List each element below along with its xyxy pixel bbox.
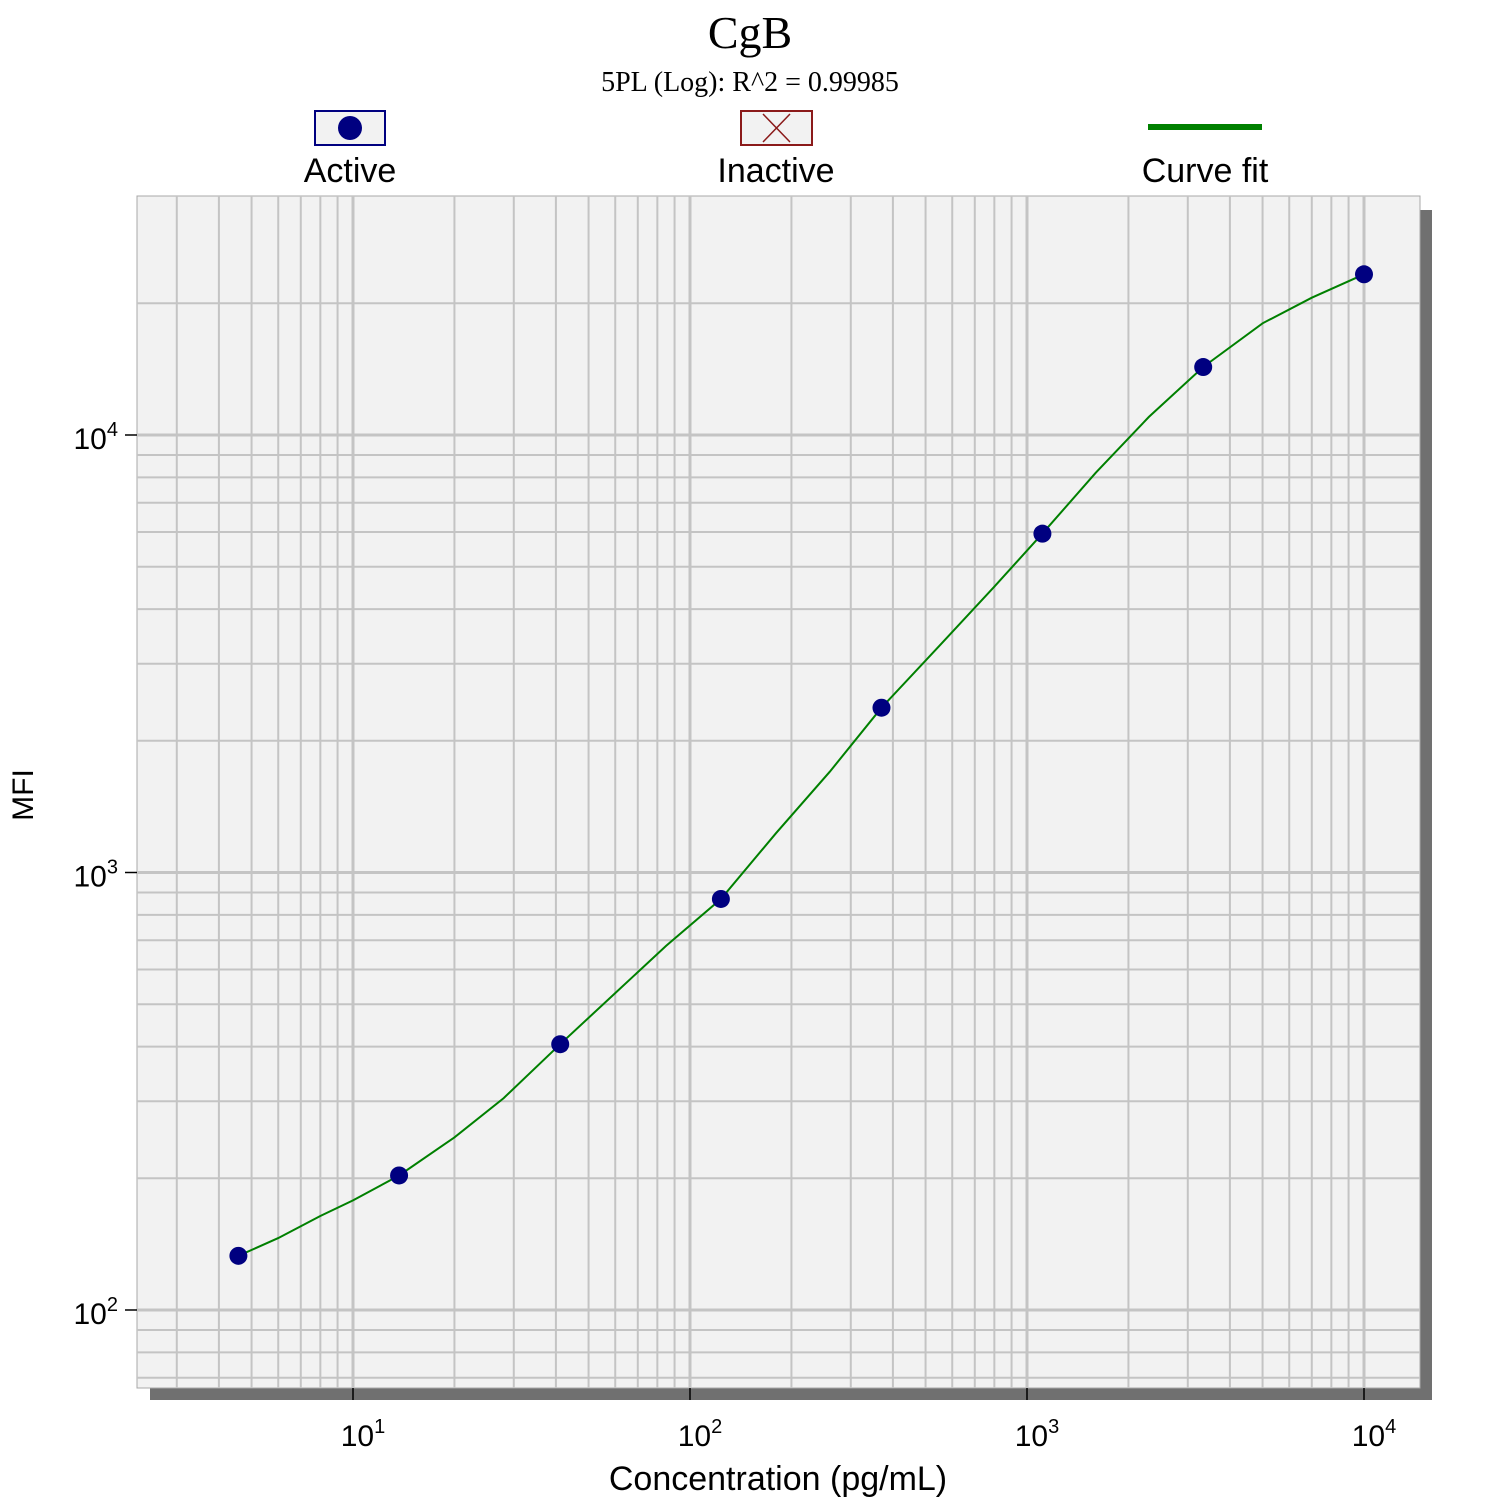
legend-inactive-x-mark-2 [762,113,791,143]
x-tick-label: 103 [1015,1416,1060,1453]
legend-active-label: Active [304,152,397,190]
x-tick-labels: 101 102 103 104 [341,1416,1397,1453]
curve-fit-layer [237,273,1365,1257]
chart-title: CgB [708,7,792,58]
legend-item-curve-fit: Curve fit [1142,124,1269,190]
data-point [1033,524,1052,543]
y-tick-label: 104 [74,419,119,456]
data-point [711,889,730,908]
data-point [1355,265,1373,284]
data-point [551,1035,570,1054]
data-point [1194,358,1213,377]
legend-active-marker [338,116,362,140]
y-axis-label: MFI [7,769,40,821]
legend-curve-fit-label: Curve fit [1142,152,1269,190]
x-axis-label: Concentration (pg/mL) [609,1460,947,1498]
y-tick-label: 103 [74,857,119,894]
legend-item-active: Active [304,110,397,190]
points-layer [229,265,1373,1265]
chart-subtitle: 5PL (Log): R^2 = 0.99985 [601,67,899,98]
plot-area [136,195,1421,1389]
curve-fit-line [237,273,1365,1257]
legend: Active Inactive Curve fit [304,110,1269,190]
x-tick-label: 101 [341,1416,386,1453]
data-point [390,1166,409,1185]
x-tick-label: 102 [678,1416,723,1453]
grid [125,196,1420,1400]
data-point [229,1246,248,1265]
y-tick-label: 102 [74,1294,119,1331]
x-tick-label: 104 [1352,1416,1397,1453]
legend-item-inactive: Inactive [717,110,835,190]
y-tick-labels: 102 103 104 [74,419,119,1331]
legend-inactive-label: Inactive [717,152,834,190]
data-point [872,698,891,717]
